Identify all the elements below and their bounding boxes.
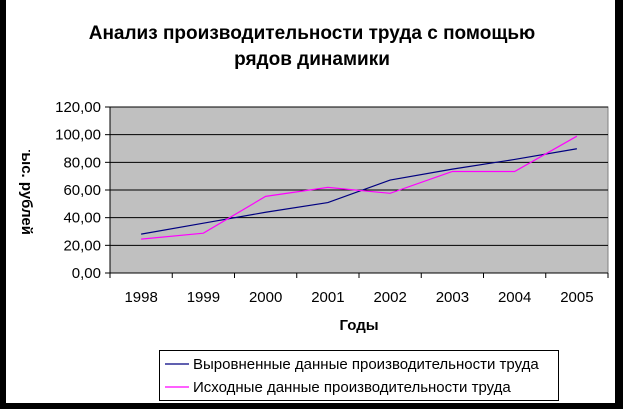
y-tick-label: 120,00 xyxy=(55,99,101,116)
x-tick-label: 2000 xyxy=(249,289,282,306)
x-axis-label: Годы xyxy=(339,317,378,334)
x-tick-label: 2003 xyxy=(436,289,469,306)
x-tick-label: 2005 xyxy=(560,289,593,306)
y-tick-label: 100,00 xyxy=(55,127,101,144)
legend-box xyxy=(159,350,559,401)
x-tick-label: 2001 xyxy=(311,289,344,306)
legend: Выровненные данные производительности тр… xyxy=(159,350,559,401)
x-tick-label: 2002 xyxy=(373,289,406,306)
x-tick-label: 1999 xyxy=(187,289,220,306)
chart-title-line-1: Анализ производительности труда с помощь… xyxy=(89,23,536,44)
y-tick-label: 80,00 xyxy=(63,154,101,171)
chart-title-line-2: рядов динамики xyxy=(234,49,390,70)
series-line-original xyxy=(141,135,578,240)
y-tick-label: 0,00 xyxy=(72,265,101,282)
x-tick-label: 2004 xyxy=(498,289,531,306)
y-axis-label: тыс. рублей xyxy=(18,145,35,235)
series-line-aligned xyxy=(141,148,577,235)
y-tick-label: 20,00 xyxy=(63,237,101,254)
x-tick-label: 1998 xyxy=(124,289,157,306)
y-tick-label: 60,00 xyxy=(63,182,101,199)
legend-label-original: Исходные данные производительности труда xyxy=(193,379,511,396)
legend-label-aligned: Выровненные данные производительности тр… xyxy=(193,356,539,373)
y-tick-label: 40,00 xyxy=(63,210,101,227)
